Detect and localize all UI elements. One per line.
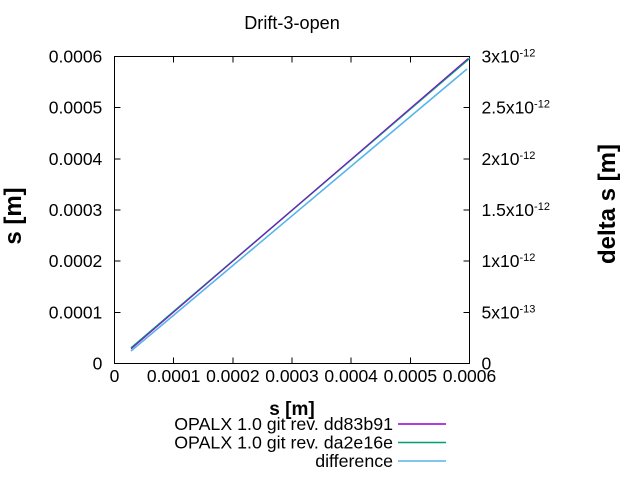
svg-text:OPALX 1.0 git rev. dd83b91: OPALX 1.0 git rev. dd83b91 [174,414,393,434]
svg-text:0.0003: 0.0003 [49,200,103,220]
svg-text:0.0002: 0.0002 [206,366,260,386]
svg-text:0.0003: 0.0003 [265,366,319,386]
svg-text:0.0006: 0.0006 [49,47,103,67]
svg-text:0.0005: 0.0005 [384,366,438,386]
svg-text:0.0001: 0.0001 [147,366,201,386]
svg-text:difference: difference [315,451,393,471]
svg-text:0.0004: 0.0004 [324,366,378,386]
svg-text:0: 0 [93,354,103,374]
svg-text:0.0004: 0.0004 [49,149,103,169]
svg-text:Drift-3-open: Drift-3-open [244,13,340,33]
svg-text:0.0002: 0.0002 [49,251,103,271]
svg-text:s [m]: s [m] [0,187,27,244]
svg-text:0: 0 [482,354,492,374]
svg-text:0.0005: 0.0005 [49,98,103,118]
svg-text:delta s [m]: delta s [m] [594,144,621,264]
svg-text:OPALX 1.0 git rev. da2e16e: OPALX 1.0 git rev. da2e16e [174,433,393,453]
svg-text:0.0001: 0.0001 [49,302,103,322]
svg-text:0: 0 [110,366,120,386]
